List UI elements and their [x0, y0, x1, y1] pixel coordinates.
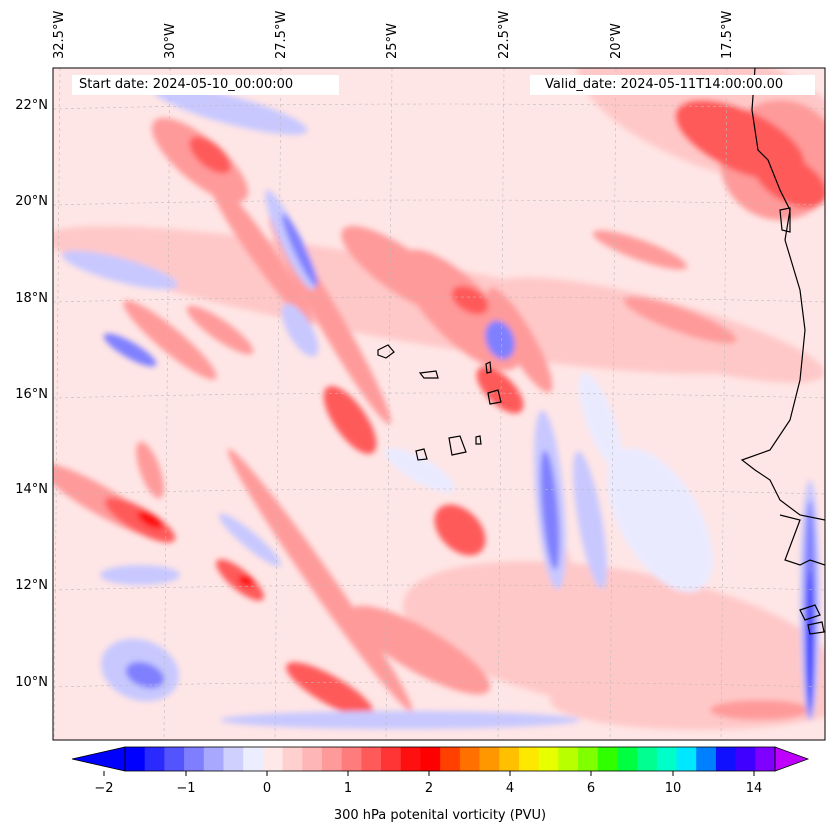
meridian-line	[609, 68, 617, 740]
colorbar-tick: 10	[664, 781, 682, 796]
pv-contour	[136, 441, 164, 499]
map-frame	[52, 67, 826, 741]
pv-contour	[186, 305, 254, 355]
lat-label-20n: 20°N	[15, 194, 48, 209]
pv-contour	[152, 85, 308, 135]
lat-label-18n: 18°N	[15, 291, 48, 306]
lon-label-17-5w: 17.5°W	[720, 10, 735, 59]
colorbar-label: 300 hPa potenital vorticity (PVU)	[333, 808, 547, 823]
pv-contour	[807, 570, 813, 710]
parallel-line	[53, 296, 825, 303]
pv-contour	[100, 565, 180, 585]
coastline	[799, 604, 821, 621]
coastline	[377, 344, 395, 359]
coastline	[807, 621, 825, 635]
lat-label-10n: 10°N	[15, 675, 48, 690]
colorbar-tick: −1	[176, 781, 196, 796]
valid-date-label: Valid_date: 2024-05-11T14:00:00.00	[530, 75, 815, 95]
parallel-line	[53, 584, 825, 591]
lon-label-22-5w: 22.5°W	[497, 10, 512, 59]
coastline	[475, 435, 482, 445]
pv-contour	[573, 451, 607, 589]
pv-contour	[476, 366, 524, 414]
parallel-line	[53, 392, 825, 399]
pv-contour	[104, 497, 176, 543]
pv-contour	[451, 285, 489, 315]
meridian-line	[163, 68, 171, 740]
pv-contour	[487, 287, 553, 393]
pv-contour	[485, 320, 515, 360]
pv-contour	[495, 277, 825, 383]
pv-contour	[384, 447, 456, 493]
pv-contour	[592, 230, 688, 270]
pv-contour	[578, 372, 622, 468]
colorbar-tick: 14	[745, 781, 763, 796]
pv-contour	[323, 385, 377, 455]
lat-label-12n: 12°N	[15, 578, 48, 593]
colorbar-tick: 2	[424, 781, 434, 796]
coastline	[740, 68, 825, 521]
colorbar-tick: 1	[343, 781, 353, 796]
coastline	[415, 448, 428, 461]
lon-label-25w: 25°W	[385, 23, 400, 59]
coastline	[418, 370, 439, 379]
lat-label-14n: 14°N	[15, 482, 48, 497]
pv-contour	[282, 213, 318, 287]
pv-contour	[238, 575, 254, 587]
coastline	[487, 389, 502, 405]
pv-contour	[607, 447, 713, 593]
pv-contour	[540, 450, 560, 570]
colorbar-tick: −2	[94, 781, 114, 796]
pv-contour	[220, 711, 580, 729]
coastline	[485, 361, 492, 374]
lon-label-20w: 20°W	[609, 23, 624, 59]
lon-label-27-5w: 27.5°W	[274, 10, 289, 59]
meridian-line	[720, 68, 728, 740]
pv-contour	[61, 250, 179, 290]
coastline	[779, 207, 791, 233]
pv-contour	[281, 303, 319, 357]
pv-contour	[434, 504, 486, 556]
coastline	[448, 435, 467, 456]
parallel-line	[53, 103, 825, 110]
pv-contour	[218, 513, 282, 567]
pv-contour	[710, 700, 810, 720]
pv-contour	[207, 175, 313, 325]
meridian-line	[53, 68, 61, 740]
pv-contour	[349, 605, 491, 695]
parallel-line	[53, 199, 825, 206]
pv-contour	[286, 662, 374, 718]
pv-contour	[123, 300, 217, 380]
meridian-line	[274, 68, 282, 740]
pv-contour	[753, 152, 825, 208]
meridian-line	[385, 68, 393, 740]
pv-contour	[125, 661, 165, 689]
colorbar-tick: 6	[586, 781, 596, 796]
pv-contour	[137, 511, 163, 529]
lat-label-16n: 16°N	[15, 387, 48, 402]
lon-label-30w: 30°W	[163, 23, 178, 59]
lon-label-32-5w: 32.5°W	[52, 10, 67, 59]
pv-contour	[227, 448, 413, 712]
pv-contour	[189, 136, 231, 174]
pv-contour	[623, 296, 737, 344]
lat-label-22n: 22°N	[15, 98, 48, 113]
colorbar-tick: 0	[262, 781, 272, 796]
start-date-label: Start date: 2024-05-10_00:00:00	[72, 75, 339, 95]
pv-contour	[103, 333, 157, 367]
parallel-line	[53, 488, 825, 495]
parallel-line	[53, 681, 825, 688]
coastline	[779, 514, 825, 566]
pv-contour	[53, 226, 755, 374]
meridian-line	[497, 68, 505, 740]
colorbar-tick: 4	[505, 781, 515, 796]
pv-contour	[550, 670, 825, 730]
